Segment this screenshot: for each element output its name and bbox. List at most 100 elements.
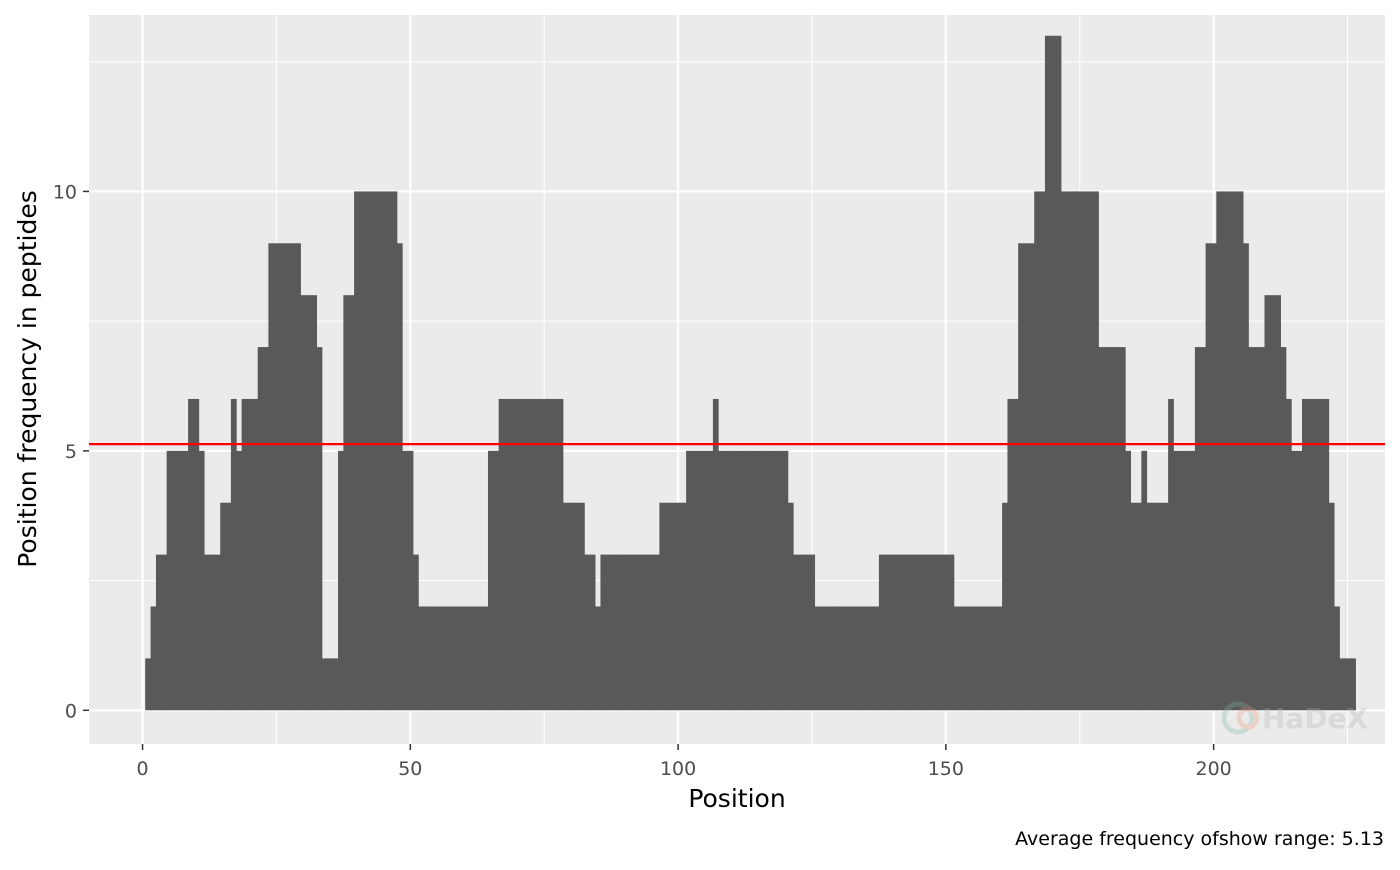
chart-caption: Average frequency ofshow range: 5.13 — [1015, 828, 1384, 850]
bar — [1023, 243, 1030, 711]
bar — [1157, 502, 1164, 711]
bar — [1253, 347, 1260, 711]
bar — [932, 554, 939, 711]
bar — [889, 554, 896, 711]
bar — [621, 554, 628, 711]
bar — [214, 554, 221, 711]
bar — [188, 398, 194, 711]
bar — [846, 606, 853, 711]
bar — [1162, 502, 1169, 711]
bar — [471, 606, 478, 711]
bar — [1093, 191, 1099, 711]
bar — [964, 606, 971, 711]
bar — [445, 606, 451, 711]
bar — [1055, 35, 1062, 711]
bar — [1050, 35, 1057, 711]
bar — [734, 450, 741, 711]
bar — [557, 398, 564, 711]
bar — [1066, 191, 1073, 711]
bar — [771, 450, 778, 711]
bar — [477, 606, 484, 711]
bar — [900, 554, 907, 711]
bar — [1061, 191, 1067, 711]
bar — [193, 398, 200, 711]
bar — [257, 347, 264, 711]
bar — [155, 554, 162, 711]
bar — [279, 243, 285, 711]
y-tick-label: 0 — [65, 700, 77, 722]
bar — [589, 554, 596, 711]
bar — [728, 450, 735, 711]
bar — [986, 606, 992, 711]
bar — [809, 554, 816, 711]
bar — [1119, 347, 1126, 711]
bar — [643, 554, 650, 711]
bar — [616, 554, 623, 711]
bar — [980, 606, 987, 711]
bar — [321, 658, 328, 711]
bar — [150, 606, 157, 711]
bar — [1344, 658, 1351, 711]
bar — [937, 554, 944, 711]
bar — [1146, 502, 1153, 711]
bar — [782, 450, 789, 711]
bar — [1141, 450, 1148, 711]
bar — [852, 606, 858, 711]
bar — [1087, 191, 1094, 711]
bar — [504, 398, 510, 711]
bar — [1178, 450, 1185, 711]
bar — [1077, 191, 1083, 711]
bar — [209, 554, 216, 711]
bar — [482, 606, 489, 711]
bar — [1130, 502, 1137, 711]
bar — [252, 398, 259, 711]
bar — [755, 450, 762, 711]
bar — [541, 398, 548, 711]
bar — [675, 502, 682, 711]
bar — [948, 554, 955, 711]
bar — [536, 398, 542, 711]
bar — [680, 502, 687, 711]
hadex-watermark: HaDeX — [1221, 701, 1369, 735]
bar — [1114, 347, 1121, 711]
bar — [959, 606, 966, 711]
bar — [739, 450, 746, 711]
bar — [969, 606, 976, 711]
bar — [595, 606, 601, 711]
bar — [1044, 35, 1051, 711]
bar — [172, 450, 178, 711]
bar — [1039, 191, 1046, 711]
bar — [1312, 398, 1319, 711]
bar — [627, 554, 633, 711]
bar — [1221, 191, 1228, 711]
bar — [873, 606, 880, 711]
bar — [396, 243, 403, 711]
bar — [1103, 347, 1110, 711]
bar — [461, 606, 467, 711]
bar — [198, 450, 205, 711]
bar — [305, 295, 312, 711]
bar — [579, 502, 585, 711]
bar — [1168, 398, 1174, 711]
bar — [246, 398, 253, 711]
bar — [1135, 502, 1142, 711]
bar — [509, 398, 516, 711]
x-tick-label: 200 — [1195, 758, 1231, 780]
bar — [423, 606, 430, 711]
bar — [338, 450, 344, 711]
bar — [182, 450, 189, 711]
bar — [418, 606, 425, 711]
bar — [300, 295, 307, 711]
x-axis: 0 50 100 150 200 — [137, 744, 1232, 780]
bar — [343, 295, 350, 711]
bar — [402, 450, 409, 711]
bar — [241, 398, 248, 711]
bar — [1296, 450, 1303, 711]
bar — [1328, 502, 1335, 711]
bar — [1227, 191, 1233, 711]
bar — [520, 398, 526, 711]
bar — [750, 450, 757, 711]
bar — [1269, 295, 1276, 711]
bar — [466, 606, 473, 711]
